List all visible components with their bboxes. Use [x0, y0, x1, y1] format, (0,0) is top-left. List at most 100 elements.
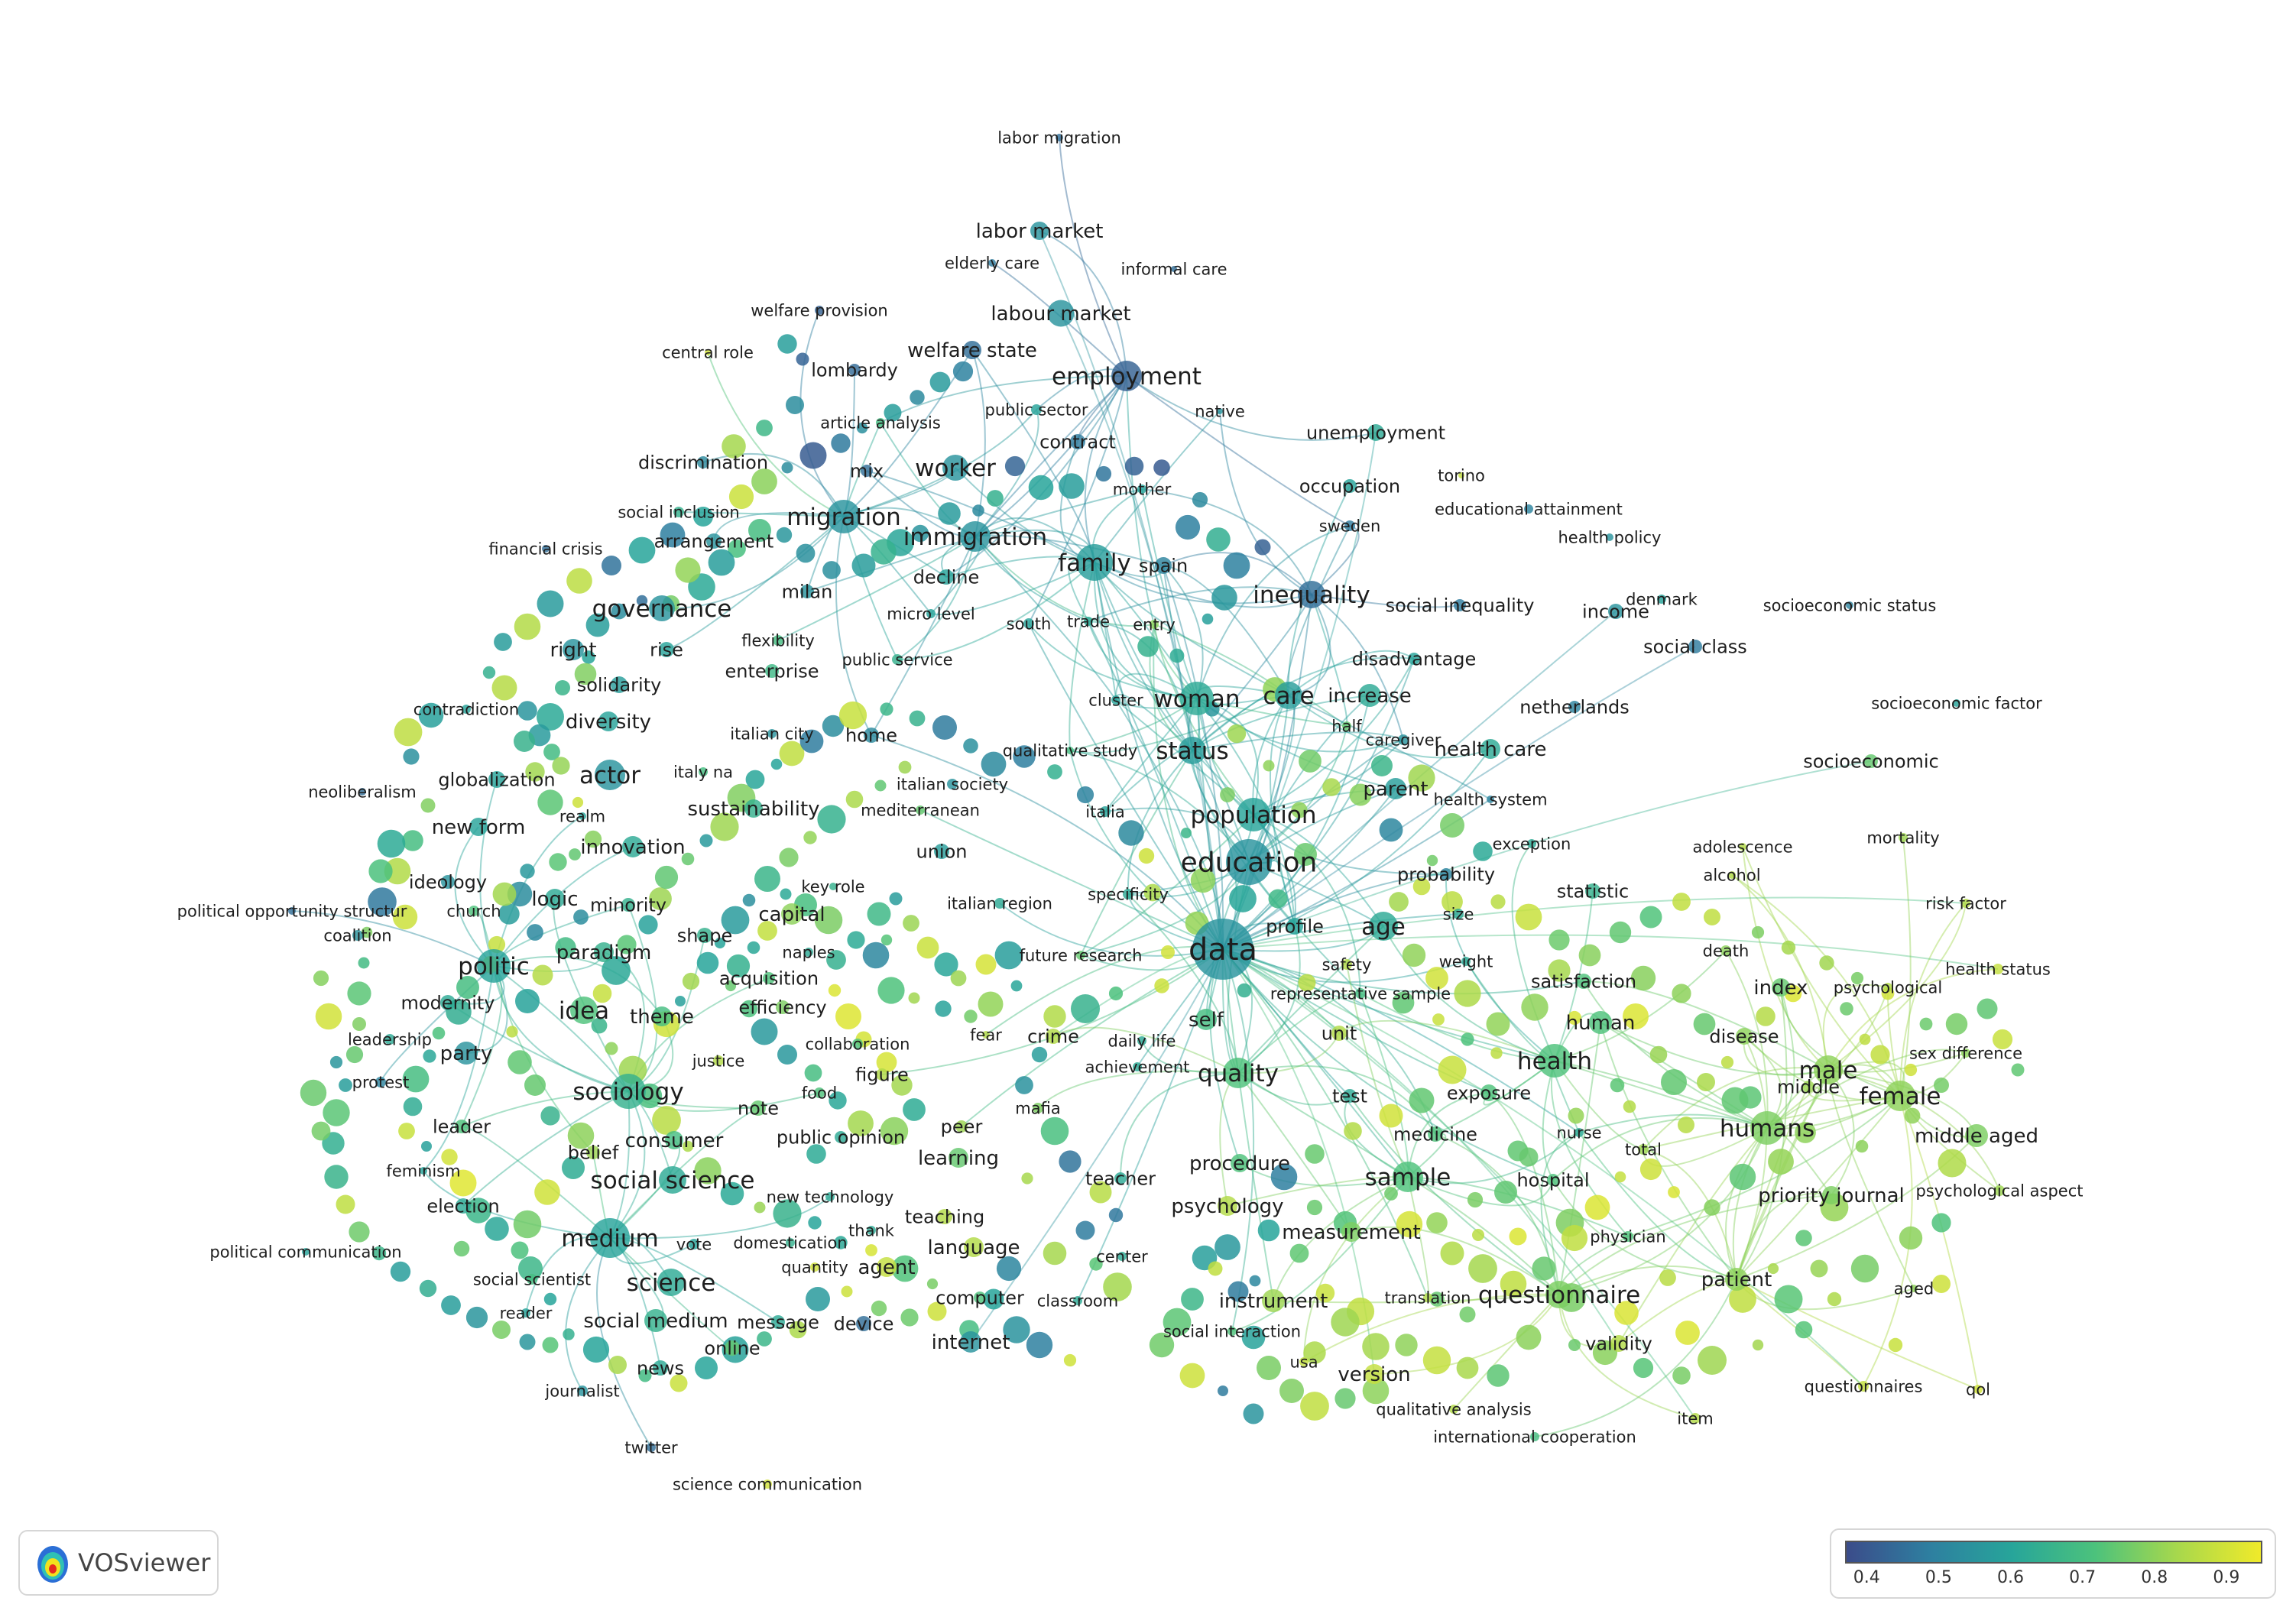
unlabeled-node[interactable] — [573, 909, 589, 925]
unlabeled-node[interactable] — [1795, 1230, 1812, 1246]
unlabeled-node[interactable] — [1379, 1104, 1403, 1128]
unlabeled-node[interactable] — [1300, 1392, 1329, 1421]
node-label-mother[interactable]: mother — [1113, 480, 1172, 498]
node-label-denmark[interactable]: denmark — [1626, 590, 1698, 608]
node-label-fear[interactable]: fear — [970, 1026, 1002, 1044]
node-label-income[interactable]: income — [1582, 601, 1649, 622]
unlabeled-node[interactable] — [806, 1144, 826, 1164]
node-article-analysis[interactable] — [876, 418, 885, 427]
unlabeled-node[interactable] — [714, 937, 726, 949]
node-public-service[interactable] — [892, 654, 903, 665]
node-label-capital[interactable]: capital — [758, 903, 825, 926]
node-efficiency[interactable] — [776, 1000, 790, 1014]
unlabeled-node[interactable] — [1408, 764, 1435, 792]
unlabeled-node[interactable] — [654, 865, 679, 890]
unlabeled-node[interactable] — [1672, 893, 1691, 911]
node-cluster[interactable] — [1111, 695, 1120, 705]
unlabeled-node[interactable] — [1270, 1163, 1298, 1191]
unlabeled-node[interactable] — [1698, 1346, 1727, 1375]
node-label-public-service[interactable]: public service — [842, 650, 952, 669]
unlabeled-node[interactable] — [877, 977, 905, 1004]
node-label-socioeconomic[interactable]: socioeconomic — [1803, 750, 1939, 772]
node-validity[interactable] — [1610, 1335, 1627, 1352]
node-label-half[interactable]: half — [1331, 717, 1362, 735]
node-entry[interactable] — [1150, 620, 1159, 629]
node-label-micro-level[interactable]: micro level — [887, 604, 975, 623]
unlabeled-node[interactable] — [537, 789, 563, 815]
unlabeled-node[interactable] — [1855, 1139, 1869, 1153]
node-label-solidarity[interactable]: solidarity — [577, 674, 662, 695]
unlabeled-node[interactable] — [465, 1198, 491, 1223]
node-self[interactable] — [1195, 1009, 1217, 1030]
unlabeled-node[interactable] — [777, 1045, 797, 1065]
node-food[interactable] — [814, 1087, 825, 1098]
node-label-collaboration[interactable]: collaboration — [806, 1035, 910, 1053]
node-label-health-status[interactable]: health status — [1945, 960, 2051, 978]
unlabeled-node[interactable] — [796, 543, 816, 563]
node-sociology[interactable] — [611, 1074, 646, 1109]
unlabeled-node[interactable] — [1561, 1224, 1588, 1252]
node-death[interactable] — [1720, 945, 1731, 956]
node-label-election[interactable]: election — [426, 1195, 499, 1217]
node-learning[interactable] — [949, 1148, 968, 1168]
node-leadership[interactable] — [384, 1034, 395, 1045]
node-enterprise[interactable] — [765, 664, 779, 678]
unlabeled-node[interactable] — [726, 954, 751, 978]
unlabeled-node[interactable] — [1163, 1308, 1192, 1337]
unlabeled-node[interactable] — [1043, 1005, 1066, 1028]
unlabeled-node[interactable] — [682, 972, 700, 990]
node-label-central-role[interactable]: central role — [662, 343, 754, 361]
unlabeled-node[interactable] — [602, 556, 621, 575]
unlabeled-node[interactable] — [927, 1301, 947, 1321]
unlabeled-node[interactable] — [880, 1117, 909, 1146]
unlabeled-node[interactable] — [770, 758, 783, 770]
node-label-validity[interactable]: validity — [1585, 1333, 1652, 1354]
node-sex-difference[interactable] — [1961, 1048, 1970, 1058]
node-home[interactable] — [864, 728, 879, 743]
node-label-nurse[interactable]: nurse — [1556, 1123, 1601, 1142]
unlabeled-node[interactable] — [862, 942, 890, 969]
node-label-shape[interactable]: shape — [677, 925, 732, 946]
node-label-sweden[interactable]: sweden — [1319, 517, 1381, 535]
unlabeled-node[interactable] — [2011, 1063, 2025, 1077]
node-political-opportunity-structur[interactable] — [288, 907, 296, 915]
node-torino[interactable] — [1458, 472, 1464, 478]
node-measurement[interactable] — [1341, 1222, 1361, 1242]
node-italian-society[interactable] — [947, 779, 958, 789]
unlabeled-node[interactable] — [534, 1179, 560, 1205]
unlabeled-node[interactable] — [865, 1244, 877, 1256]
node-label-quantity[interactable]: quantity — [781, 1258, 848, 1276]
node-label-rise[interactable]: rise — [650, 639, 683, 660]
unlabeled-node[interactable] — [1630, 965, 1656, 991]
unlabeled-node[interactable] — [983, 1288, 1004, 1310]
node-label-consumer[interactable]: consumer — [625, 1129, 724, 1152]
unlabeled-node[interactable] — [1043, 1241, 1067, 1266]
unlabeled-node[interactable] — [1659, 1269, 1676, 1286]
unlabeled-node[interactable] — [1432, 1013, 1445, 1026]
node-label-figure[interactable]: figure — [855, 1064, 909, 1085]
unlabeled-node[interactable] — [1181, 828, 1192, 838]
unlabeled-node[interactable] — [796, 352, 809, 366]
unlabeled-node[interactable] — [757, 1331, 772, 1347]
node-thank[interactable] — [867, 1226, 876, 1235]
unlabeled-node[interactable] — [543, 1292, 557, 1306]
unlabeled-node[interactable] — [675, 996, 686, 1006]
node-half[interactable] — [1342, 721, 1351, 731]
unlabeled-node[interactable] — [1138, 848, 1155, 864]
node-label-realm[interactable]: realm — [559, 807, 605, 825]
unlabeled-node[interactable] — [608, 1356, 627, 1374]
node-label-socioeconomic-factor[interactable]: socioeconomic factor — [1871, 694, 2042, 712]
unlabeled-node[interactable] — [652, 1106, 681, 1135]
unlabeled-node[interactable] — [549, 853, 567, 871]
unlabeled-node[interactable] — [822, 561, 841, 579]
unlabeled-node[interactable] — [1409, 1087, 1435, 1113]
node-label-test[interactable]: test — [1332, 1085, 1367, 1107]
node-psychology[interactable] — [1218, 1196, 1237, 1216]
unlabeled-node[interactable] — [513, 1210, 542, 1239]
node-label-qualitative-study[interactable]: qualitative study — [1003, 741, 1138, 760]
node-label-internet[interactable]: internet — [932, 1331, 1010, 1354]
unlabeled-node[interactable] — [1568, 1107, 1584, 1124]
node-label-native[interactable]: native — [1195, 402, 1245, 420]
node-label-family[interactable]: family — [1058, 549, 1131, 577]
unlabeled-node[interactable] — [1268, 889, 1288, 909]
